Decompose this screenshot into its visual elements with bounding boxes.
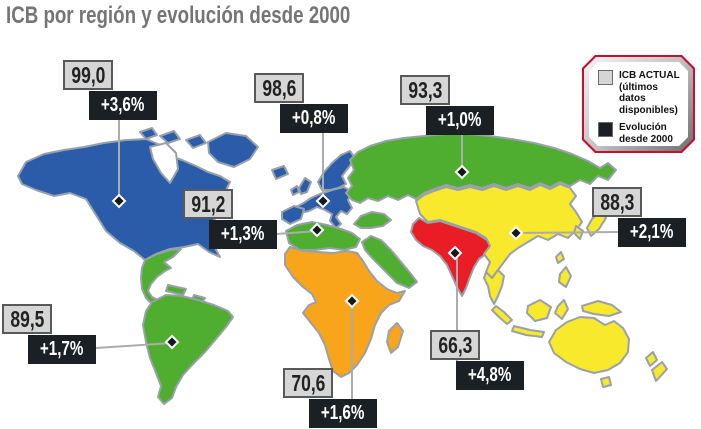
leader-line	[276, 230, 318, 235]
page-title: ICB por región y evolución desde 2000	[6, 2, 351, 29]
arctic-island	[185, 134, 207, 149]
legend-line: ICB ACTUAL	[619, 70, 680, 81]
evolution-box: +1,3%	[209, 220, 277, 249]
map-marker-north-america	[111, 193, 127, 209]
region-north-africa	[285, 221, 361, 251]
region-iberia	[281, 205, 305, 225]
map-marker-russia	[454, 164, 470, 180]
region-uk	[298, 177, 312, 195]
legend-item-actual: ICB ACTUAL (últimos datos disponibles)	[598, 70, 682, 116]
evolution-box: +1,7%	[28, 335, 96, 364]
region-arabia	[361, 235, 418, 289]
legend-swatch-evolution	[598, 122, 613, 137]
icb-value: 66,3	[437, 331, 473, 358]
map-marker-western-europe	[315, 193, 331, 209]
region-tasmania	[600, 376, 612, 388]
legend-line: disponibles)	[619, 104, 678, 116]
icb-value-box: 89,5	[2, 304, 52, 334]
region-new-guinea	[581, 300, 622, 317]
icb-value: 91,2	[190, 190, 226, 217]
icb-value-box: 91,2	[183, 189, 233, 219]
evolution-value: +3,6%	[101, 94, 145, 116]
region-turkey	[353, 211, 392, 229]
icb-value: 99,0	[70, 61, 106, 88]
icb-value: 98,6	[261, 74, 297, 101]
evolution-value: +1,0%	[438, 109, 482, 131]
region-group-green	[140, 133, 617, 405]
icb-value-box: 93,3	[400, 75, 450, 105]
region-java	[511, 325, 545, 338]
map-marker-south-america	[164, 334, 180, 350]
legend-line: Evolución	[619, 122, 667, 133]
evolution-value: +2,1%	[630, 221, 674, 243]
evolution-value: +1,6%	[321, 402, 365, 424]
region-borneo	[526, 299, 552, 322]
arctic-island	[159, 130, 181, 144]
icb-value: 89,5	[9, 305, 45, 332]
region-iceland	[271, 165, 289, 180]
region-new-zealand	[645, 351, 658, 367]
evolution-value: +0,8%	[292, 107, 336, 129]
legend-label-evolution: Evolución desde 2000	[619, 122, 673, 145]
region-sumatra	[491, 305, 513, 325]
map-marker-north-africa	[309, 222, 325, 238]
region-philippines	[558, 266, 572, 288]
region-south-america	[142, 294, 234, 405]
region-group-yellow	[415, 183, 668, 388]
region-new-zealand	[651, 361, 668, 382]
evolution-box: +4,8%	[456, 361, 524, 390]
map-marker-south-asia	[447, 245, 463, 261]
icb-value: 88,3	[599, 188, 635, 215]
evolution-value: +1,7%	[40, 338, 84, 360]
region-east-asia	[415, 183, 583, 279]
evolution-value: +4,8%	[468, 364, 512, 386]
icb-value-box: 98,6	[254, 73, 304, 103]
region-taiwan	[555, 251, 565, 264]
leader-lines	[95, 120, 619, 400]
evolution-value: +1,3%	[221, 223, 265, 245]
region-sulawesi	[554, 299, 569, 320]
region-russia-eastern-europe	[345, 133, 617, 204]
map-marker-africa	[344, 293, 360, 309]
legend-line: desde 2000	[619, 133, 673, 145]
hudson-bay	[149, 142, 179, 184]
region-western-europe	[285, 186, 353, 229]
evolution-box: +1,6%	[309, 399, 377, 428]
region-caribbean-island	[165, 284, 187, 296]
leader-line	[515, 231, 619, 234]
map-markers	[111, 164, 524, 350]
legend: ICB ACTUAL (últimos datos disponibles) E…	[582, 55, 695, 153]
icb-value-box: 70,6	[283, 368, 333, 398]
leader-line	[95, 342, 173, 349]
evolution-box: +0,8%	[280, 104, 348, 133]
legend-line: (últimos datos	[619, 81, 658, 104]
legend-label-actual: ICB ACTUAL (últimos datos disponibles)	[619, 70, 682, 116]
region-australia	[548, 316, 630, 374]
evolution-box: +3,6%	[89, 91, 157, 120]
legend-body: ICB ACTUAL (últimos datos disponibles) E…	[589, 62, 688, 146]
legend-swatch-actual	[598, 70, 613, 85]
icb-value: 93,3	[407, 76, 443, 103]
evolution-box: +2,1%	[618, 218, 686, 247]
region-group-orange	[284, 246, 406, 378]
region-mexico-central-america	[140, 248, 182, 305]
evolution-box: +1,0%	[426, 106, 494, 135]
icb-value-box: 88,3	[592, 187, 642, 217]
icb-value-box: 99,0	[63, 60, 113, 90]
legend-item-evolution: Evolución desde 2000	[598, 122, 682, 145]
region-indochina	[483, 269, 505, 305]
region-greenland	[207, 132, 259, 168]
region-sub-saharan-africa	[284, 246, 406, 378]
region-ireland	[290, 185, 300, 196]
region-madagascar	[386, 322, 404, 354]
icb-value: 70,6	[290, 369, 326, 396]
arctic-island	[139, 127, 158, 140]
map-marker-east-asia	[508, 225, 524, 241]
icb-value-box: 66,3	[430, 330, 480, 360]
